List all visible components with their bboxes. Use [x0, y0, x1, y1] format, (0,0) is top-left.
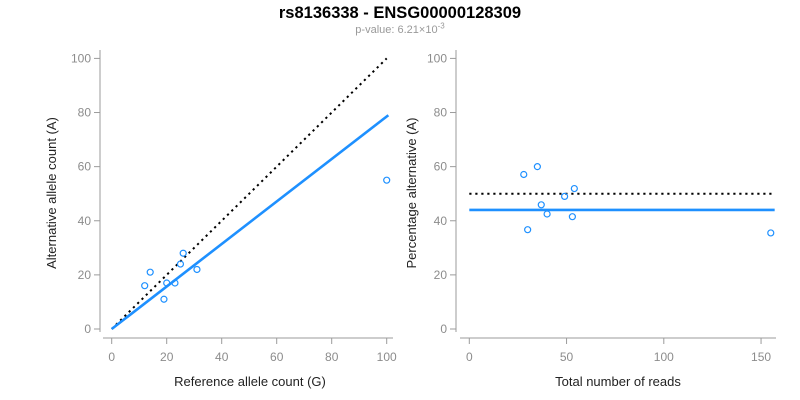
- data-point: [524, 226, 532, 234]
- data-point: [543, 210, 551, 218]
- data-point: [163, 279, 171, 287]
- page-title: rs8136338 - ENSG00000128309: [278, 4, 522, 22]
- y-tick-label: 100: [427, 51, 447, 65]
- left-scatter-plot: 0 20 40 60 80 100 0 20 40 60 80 100 Reference allele…: [44, 50, 397, 389]
- data-point: [176, 260, 185, 268]
- x-axis-title: Reference allele count (G): [174, 374, 326, 389]
- data-point: [561, 192, 569, 201]
- x-tick-label: 20: [160, 350, 174, 364]
- y-tick-label: 20: [78, 268, 92, 282]
- y-axis-title: Percentage alternative (A): [404, 117, 419, 268]
- y-tick-label: 40: [78, 214, 92, 228]
- y-tick-label: 0: [440, 322, 447, 336]
- x-tick-label: 0: [466, 350, 473, 364]
- p-value-text: p-value: 6.21×10: [355, 24, 438, 36]
- data-point: [520, 170, 528, 179]
- fit-line: [110, 114, 390, 331]
- p-value-subtitle: p-value: 6.21×10-3: [0, 21, 800, 36]
- x-tick-label: 150: [751, 350, 771, 364]
- p-value-exponent: -3: [437, 21, 445, 31]
- x-axis-title: Total number of reads: [555, 374, 681, 389]
- data-point: [533, 163, 541, 171]
- y-tick-label: 0: [84, 322, 91, 336]
- data-point: [568, 213, 576, 221]
- right-scatter-plot: 0 20 40 60 80 100 0 50 100 150 Total number of rea…: [404, 50, 776, 389]
- y-tick-label: 100: [71, 51, 91, 65]
- data-point: [141, 282, 149, 290]
- y-tick-label: 60: [78, 160, 92, 174]
- identity-line: [110, 57, 388, 330]
- y-tick-label: 20: [434, 268, 448, 282]
- x-tick-label: 60: [270, 350, 284, 364]
- y-tick-label: 80: [434, 106, 448, 120]
- x-tick-label: 100: [654, 350, 674, 364]
- y-tick-label: 60: [434, 160, 448, 174]
- data-point: [160, 295, 168, 303]
- data-point: [193, 265, 201, 274]
- x-tick-label: 0: [108, 350, 115, 364]
- y-tick-label: 40: [434, 214, 448, 228]
- x-tick-label: 40: [215, 350, 229, 364]
- x-tick-label: 100: [377, 350, 397, 364]
- data-point: [171, 279, 179, 287]
- data-point: [767, 229, 775, 237]
- data-point: [179, 249, 187, 257]
- data-point: [146, 268, 154, 276]
- data-point: [570, 184, 578, 193]
- data-point: [383, 176, 391, 184]
- y-axis-title: Alternative allele count (A): [44, 117, 59, 269]
- y-tick-label: 80: [78, 106, 92, 120]
- x-tick-label: 50: [560, 350, 574, 364]
- data-point: [537, 201, 545, 209]
- x-tick-label: 80: [325, 350, 339, 364]
